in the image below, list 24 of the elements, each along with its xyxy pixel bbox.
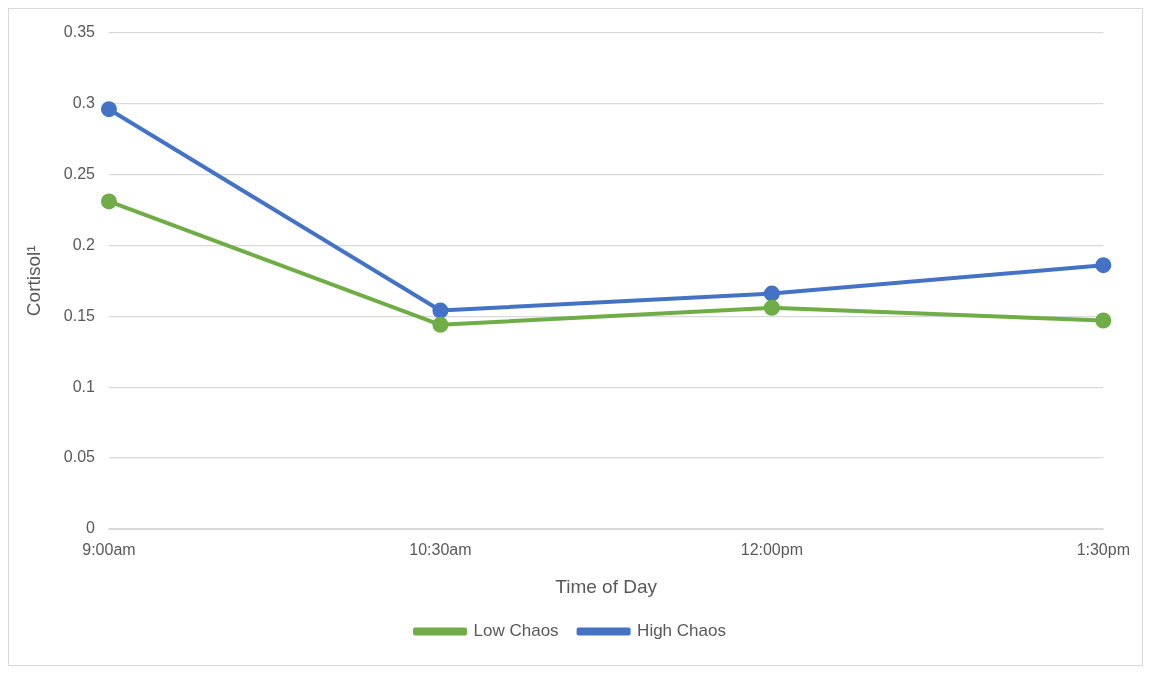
legend-label: Low Chaos (473, 621, 559, 641)
y-tick-label: 0 (86, 519, 96, 537)
point (763, 285, 780, 302)
y-tick-label: 0.35 (63, 23, 96, 41)
x-tick-label: 10:30am (409, 541, 472, 559)
y-tick-label: 0.3 (72, 93, 96, 111)
y-tick-label: 0.2 (72, 235, 96, 253)
x-axis-title: Time of Day (555, 575, 658, 597)
x-tick-label: 12:00pm (740, 541, 803, 559)
x-tick-label: 9:00am (82, 541, 136, 559)
x-tick-label: 1:30pm (1076, 541, 1130, 559)
point (1095, 257, 1112, 274)
y-tick-label: 0.05 (63, 448, 96, 466)
y-axis-title: Cortisol¹ (22, 245, 44, 317)
y-tick-label: 0.25 (63, 164, 96, 182)
y-tick-label: 0.15 (63, 306, 96, 324)
point (432, 316, 449, 333)
y-tick-label: 0.1 (72, 377, 96, 395)
point (100, 101, 117, 118)
legend-label: High Chaos (637, 621, 726, 641)
point (763, 299, 780, 316)
point (100, 193, 117, 210)
point (432, 302, 449, 319)
point (1095, 312, 1112, 329)
